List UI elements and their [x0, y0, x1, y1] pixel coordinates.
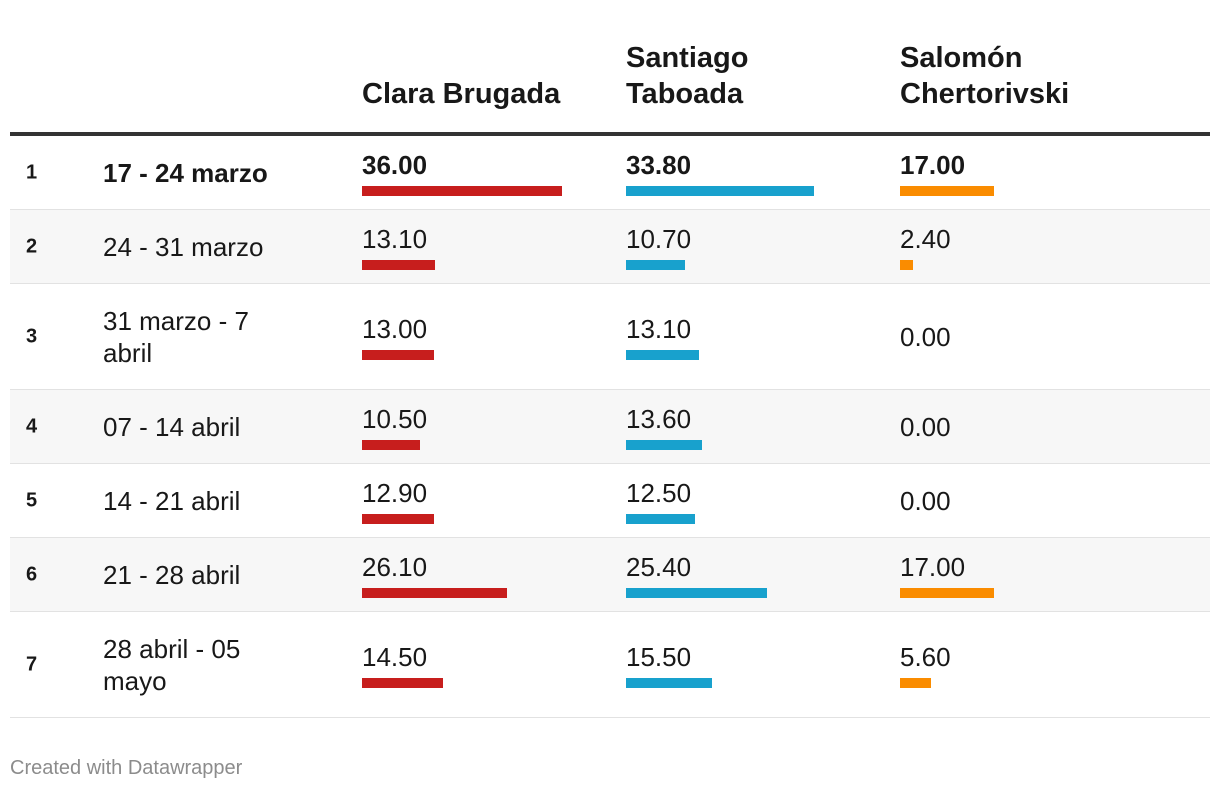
- value-cell: 25.40: [626, 538, 906, 611]
- value-label: 14.50: [362, 641, 428, 672]
- value-cell: 15.50: [626, 612, 906, 717]
- row-index: 1: [26, 161, 38, 183]
- value-bar: [626, 439, 702, 450]
- row-label: 21 - 28 abril: [103, 559, 241, 590]
- value-bar: [362, 587, 507, 598]
- value-label: 13.00: [362, 313, 428, 344]
- value-cell: 12.90: [362, 464, 642, 537]
- value-cell: 13.10: [362, 210, 642, 283]
- value-label: 0.00: [900, 321, 951, 352]
- value-label: 26.10: [362, 551, 428, 582]
- value-bar: [626, 677, 713, 688]
- value-label: 33.80: [626, 149, 692, 180]
- value-bar: [362, 259, 435, 270]
- value-label: 10.70: [626, 223, 692, 254]
- row-label: 31 marzo - 7 abril: [103, 305, 249, 368]
- table-header: Clara Brugada Santiago Taboada Salomón C…: [10, 0, 1210, 136]
- value-bar: [626, 185, 814, 196]
- value-bar: [900, 587, 995, 598]
- value-cell: 0.00: [900, 390, 1180, 463]
- row-label: 24 - 31 marzo: [103, 231, 264, 262]
- value-bar: [626, 349, 699, 360]
- value-bar: [626, 513, 696, 524]
- value-cell: 0.00: [900, 284, 1180, 389]
- table-row: 2 24 - 31 marzo 13.10 10.70 2.40: [10, 210, 1210, 284]
- value-cell: 33.80: [626, 136, 906, 209]
- table-row: 3 31 marzo - 7 abril 13.00 13.10 0.00: [10, 284, 1210, 390]
- row-index: 4: [26, 415, 38, 437]
- table-row: 4 07 - 14 abril 10.50 13.60 0.00: [10, 390, 1210, 464]
- value-cell: 17.00: [900, 136, 1180, 209]
- value-label: 36.00: [362, 149, 428, 180]
- row-index: 6: [26, 563, 38, 585]
- table-row: 6 21 - 28 abril 26.10 25.40 17.00: [10, 538, 1210, 612]
- row-label: 14 - 21 abril: [103, 485, 241, 516]
- table-row: 1 17 - 24 marzo 36.00 33.80 17.00: [10, 136, 1210, 210]
- column-header-clara-brugada: Clara Brugada: [362, 78, 561, 110]
- row-index: 5: [26, 489, 38, 511]
- row-index: 3: [26, 325, 38, 347]
- row-index: 2: [26, 235, 38, 257]
- value-cell: 14.50: [362, 612, 642, 717]
- row-label: 17 - 24 marzo: [103, 157, 268, 188]
- value-bar: [900, 677, 932, 688]
- value-bar: [362, 677, 443, 688]
- column-header-salomon-chertorivski: Salomón Chertorivski: [900, 42, 1070, 110]
- value-cell: 0.00: [900, 464, 1180, 537]
- value-label: 2.40: [900, 223, 951, 254]
- value-label: 15.50: [626, 641, 692, 672]
- footer-credit: Created with Datawrapper: [10, 757, 243, 779]
- value-cell: 5.60: [900, 612, 1180, 717]
- value-label: 0.00: [900, 485, 951, 516]
- value-label: 13.10: [362, 223, 428, 254]
- table-row: 7 28 abril - 05 mayo 14.50 15.50 5.60: [10, 612, 1210, 718]
- row-label: 28 abril - 05 mayo: [103, 633, 241, 696]
- value-bar: [362, 513, 434, 524]
- row-index: 7: [26, 653, 38, 675]
- value-label: 17.00: [900, 149, 966, 180]
- table-row: 5 14 - 21 abril 12.90 12.50 0.00: [10, 464, 1210, 538]
- row-label: 07 - 14 abril: [103, 411, 241, 442]
- value-bar: [626, 587, 768, 598]
- value-cell: 10.70: [626, 210, 906, 283]
- value-cell: 10.50: [362, 390, 642, 463]
- value-label: 12.90: [362, 477, 428, 508]
- value-label: 0.00: [900, 411, 951, 442]
- column-header-santiago-taboada: Santiago Taboada: [626, 42, 749, 110]
- value-label: 13.60: [626, 403, 692, 434]
- value-label: 25.40: [626, 551, 692, 582]
- value-cell: 13.60: [626, 390, 906, 463]
- table-body: 1 17 - 24 marzo 36.00 33.80 17.00 2 24 - 31 ma…: [10, 136, 1210, 718]
- value-bar: [362, 349, 435, 360]
- value-cell: 13.00: [362, 284, 642, 389]
- value-cell: 36.00: [362, 136, 642, 209]
- value-bar: [362, 439, 421, 450]
- value-cell: 13.10: [626, 284, 906, 389]
- value-cell: 26.10: [362, 538, 642, 611]
- value-label: 12.50: [626, 477, 692, 508]
- value-label: 17.00: [900, 551, 966, 582]
- value-bar: [362, 185, 562, 196]
- value-label: 5.60: [900, 641, 951, 672]
- value-label: 10.50: [362, 403, 428, 434]
- value-cell: 2.40: [900, 210, 1180, 283]
- value-cell: 17.00: [900, 538, 1180, 611]
- value-label: 13.10: [626, 313, 692, 344]
- value-bar: [626, 259, 686, 270]
- value-bar: [900, 259, 914, 270]
- value-bar: [900, 185, 995, 196]
- value-cell: 12.50: [626, 464, 906, 537]
- data-table: Clara Brugada Santiago Taboada Salomón C…: [10, 0, 1210, 718]
